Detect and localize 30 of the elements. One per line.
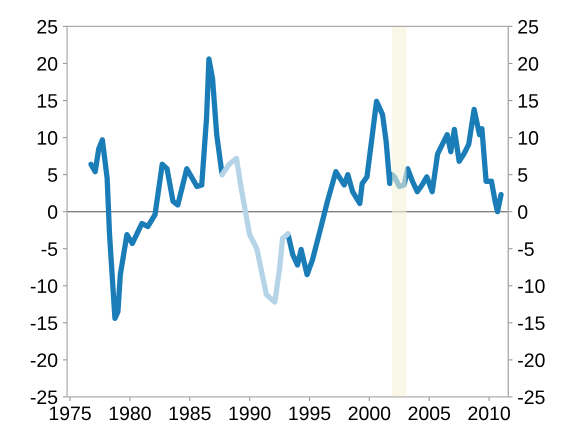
y2-tick-label: 25	[518, 20, 538, 34]
y-tick-label: -5	[42, 242, 58, 256]
y-tick-label: 10	[38, 131, 58, 145]
y-tick-label: 20	[37, 56, 58, 71]
y-tick-label: 15	[38, 94, 58, 108]
y-tick-label: 25	[37, 20, 58, 34]
y-tick-label: -15	[30, 316, 58, 330]
x-tick-label: 1990	[229, 406, 270, 420]
y-tick-label: 5	[48, 168, 58, 182]
y2-tick-label: 15	[518, 94, 538, 108]
y2-tick-label: -10	[518, 279, 545, 294]
y2-tick-label: -5	[518, 242, 534, 256]
x-tick-label: 1975	[50, 406, 91, 420]
x-tick-label: 2005	[408, 406, 450, 420]
y2-tick-label: 10	[518, 131, 538, 145]
y2-tick-label: -25	[518, 390, 545, 404]
y-tick-label: -10	[30, 279, 58, 294]
x-tick-label: 2000	[348, 406, 390, 420]
x-tick-label: 1980	[110, 406, 151, 420]
y2-tick-label: -15	[518, 316, 545, 330]
y2-tick-label: 0	[518, 205, 528, 219]
y2-tick-label: 20	[518, 56, 538, 71]
y2-tick-label: -20	[518, 353, 545, 368]
y2-tick-label: 5	[518, 168, 528, 182]
y-tick-label: 0	[48, 205, 58, 219]
x-tick-label: 1985	[170, 406, 211, 420]
y-tick-label: -20	[30, 353, 58, 368]
y-tick-label: -25	[30, 390, 58, 404]
x-tick-label: 2010	[468, 406, 510, 420]
x-tick-label: 1995	[289, 406, 330, 420]
